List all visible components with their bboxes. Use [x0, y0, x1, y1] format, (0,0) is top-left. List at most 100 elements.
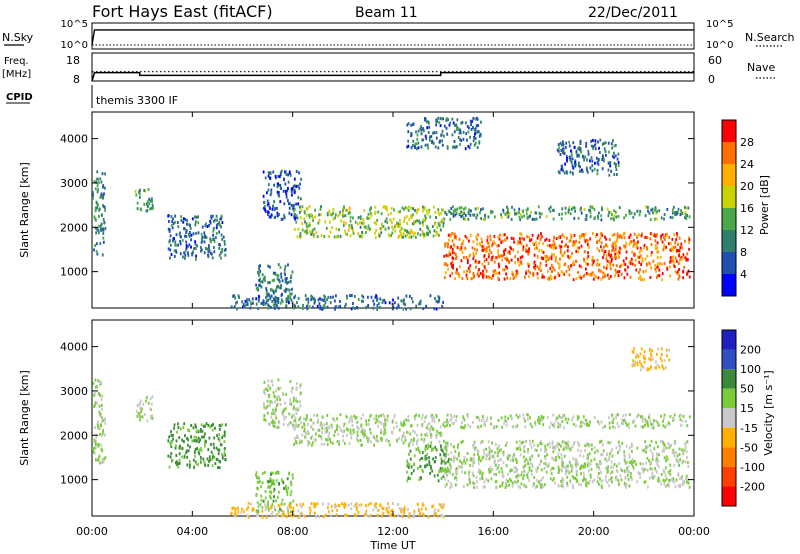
heatmap-cell	[290, 203, 293, 207]
heatmap-cell	[557, 143, 560, 146]
heatmap-cell	[314, 439, 317, 443]
heatmap-cell	[514, 212, 516, 216]
heatmap-cell	[441, 218, 444, 222]
heatmap-cell	[631, 262, 634, 266]
heatmap-cell	[463, 207, 465, 211]
heatmap-cell	[461, 242, 464, 246]
heatmap-cell	[292, 209, 295, 213]
heatmap-cell	[211, 424, 213, 427]
heatmap-cell	[629, 275, 632, 279]
heatmap-cell	[473, 137, 476, 141]
heatmap-cell	[677, 270, 679, 274]
heatmap-cell	[280, 514, 283, 518]
heatmap-cell	[628, 453, 631, 457]
heatmap-cell	[95, 177, 98, 181]
heatmap-cell	[427, 423, 429, 427]
heatmap-cell	[268, 305, 270, 308]
heatmap-cell	[333, 235, 336, 239]
heatmap-cell	[342, 220, 345, 224]
heatmap-cell	[443, 254, 446, 258]
heatmap-cell	[221, 456, 224, 460]
heatmap-cell	[399, 218, 401, 222]
heatmap-cell	[491, 454, 494, 458]
heatmap-cell	[582, 478, 585, 482]
heatmap-cell	[440, 444, 442, 448]
heatmap-cell	[487, 275, 489, 279]
heatmap-cell	[240, 510, 243, 514]
heatmap-cell	[360, 503, 363, 507]
heatmap-cell	[642, 270, 645, 274]
heatmap-cell	[551, 243, 554, 247]
heatmap-cell	[570, 149, 572, 153]
heatmap-cell	[502, 453, 505, 457]
heatmap-cell	[403, 220, 405, 223]
heatmap-cell	[258, 272, 261, 276]
heatmap-cell	[477, 233, 479, 237]
heatmap-cell	[543, 275, 545, 279]
heatmap-cell	[566, 475, 569, 479]
heatmap-cell	[625, 213, 627, 217]
heatmap-cell	[664, 484, 667, 488]
velocity-colorbar-tick: -100	[740, 461, 765, 474]
heatmap-cell	[435, 216, 437, 219]
heatmap-cell	[591, 255, 594, 259]
heatmap-cell	[485, 477, 488, 481]
heatmap-cell	[553, 208, 555, 212]
heatmap-cell	[684, 441, 687, 445]
heatmap-cell	[600, 439, 603, 443]
heatmap-cell	[603, 250, 606, 254]
heatmap-cell	[265, 287, 268, 291]
heatmap-cell	[266, 399, 269, 403]
heatmap-cell	[495, 486, 497, 490]
heatmap-cell	[435, 118, 438, 122]
heatmap-cell	[560, 245, 563, 249]
heatmap-cell	[314, 208, 316, 212]
heatmap-cell	[340, 219, 342, 223]
heatmap-cell	[460, 121, 462, 125]
heatmap-cell	[503, 277, 506, 281]
heatmap-cell	[505, 464, 508, 468]
heatmap-cell	[449, 274, 452, 278]
heatmap-cell	[542, 256, 544, 260]
heatmap-cell	[602, 275, 604, 279]
heatmap-cell	[544, 455, 546, 459]
heatmap-cell	[558, 414, 561, 418]
heatmap-cell	[388, 443, 391, 447]
heatmap-cell	[315, 231, 318, 235]
heatmap-cell	[95, 443, 97, 447]
heatmap-cell	[651, 475, 653, 479]
heatmap-cell	[514, 457, 517, 461]
heatmap-cell	[426, 143, 429, 147]
heatmap-cell	[283, 513, 286, 517]
heatmap-cell	[457, 135, 460, 139]
heatmap-cell	[520, 242, 523, 246]
heatmap-cell	[289, 280, 292, 284]
heatmap-cell	[209, 251, 212, 255]
heatmap-cell	[259, 277, 261, 281]
heatmap-cell	[425, 414, 428, 418]
heatmap-cell	[468, 126, 470, 130]
heatmap-cell	[671, 237, 674, 241]
heatmap-cell	[218, 448, 221, 452]
heatmap-cell	[382, 430, 385, 434]
heatmap-cell	[453, 459, 455, 463]
heatmap-cell	[600, 484, 603, 488]
heatmap-cell	[611, 257, 613, 261]
heatmap-cell	[316, 502, 319, 506]
heatmap-cell	[416, 147, 418, 151]
heatmap-cell	[648, 357, 651, 361]
heatmap-cell	[311, 443, 313, 447]
heatmap-cell	[259, 503, 262, 507]
heatmap-cell	[271, 279, 274, 283]
heatmap-cell	[643, 449, 645, 453]
heatmap-cell	[523, 465, 526, 469]
heatmap-cell	[586, 170, 589, 174]
heatmap-cell	[456, 126, 458, 130]
heatmap-cell	[296, 216, 299, 220]
heatmap-cell	[529, 442, 532, 446]
heatmap-cell	[401, 514, 404, 518]
heatmap-cell	[656, 457, 658, 461]
heatmap-cell	[277, 284, 280, 288]
heatmap-cell	[266, 411, 269, 415]
heatmap-cell	[459, 465, 462, 469]
